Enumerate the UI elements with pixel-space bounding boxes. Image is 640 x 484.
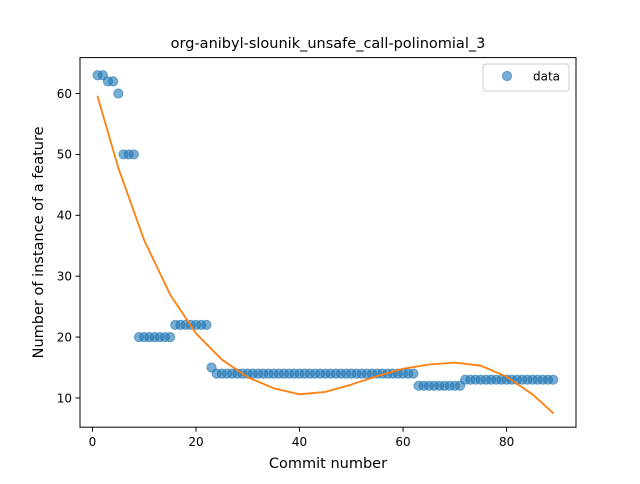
x-tick-label: 40 — [292, 435, 307, 449]
data-point — [409, 369, 418, 378]
data-point — [202, 320, 211, 329]
data-point — [114, 89, 123, 98]
y-tick-label: 30 — [57, 269, 72, 283]
data-point — [129, 150, 138, 159]
y-tick-label: 10 — [57, 391, 72, 405]
legend-label-data: data — [533, 70, 560, 84]
y-tick-label: 40 — [57, 209, 72, 223]
x-tick-label: 60 — [395, 435, 410, 449]
data-point — [109, 77, 118, 86]
x-tick-label: 20 — [188, 435, 203, 449]
legend: data — [483, 64, 569, 91]
y-tick-label: 20 — [57, 330, 72, 344]
y-axis-label: Number of instance of a feature — [31, 126, 47, 358]
y-tick-label: 50 — [57, 148, 72, 162]
x-tick-label: 80 — [499, 435, 514, 449]
data-point — [549, 375, 558, 384]
legend-marker-data — [502, 71, 511, 80]
y-tick-label: 60 — [57, 87, 72, 101]
chart-title: org-anibyl-slounik_unsafe_call-polinomia… — [171, 36, 486, 52]
x-axis-label: Commit number — [269, 456, 387, 472]
data-point — [165, 332, 174, 341]
x-tick-label: 0 — [89, 435, 97, 449]
